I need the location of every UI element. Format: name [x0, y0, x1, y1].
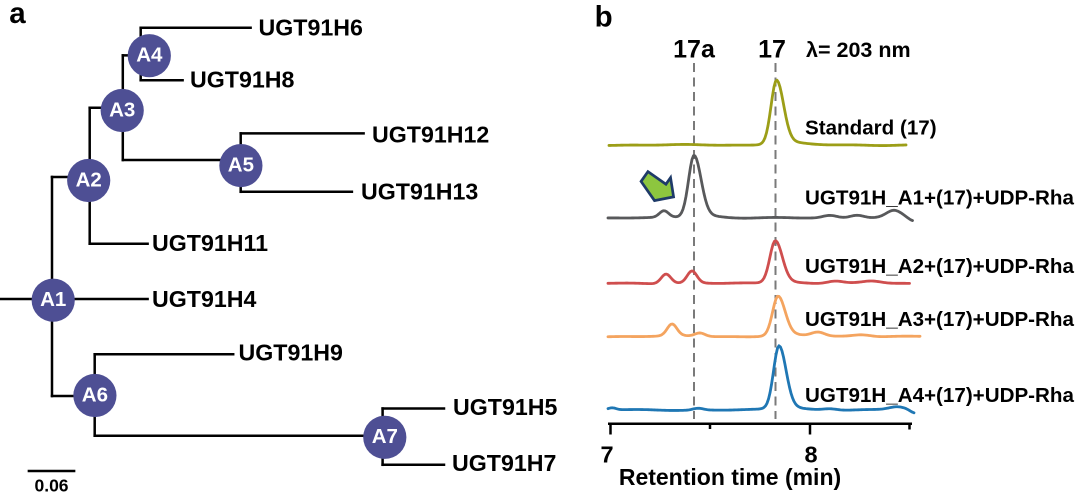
- svg-text:A2: A2: [76, 168, 102, 191]
- svg-text:λ= 203 nm: λ= 203 nm: [806, 38, 911, 62]
- svg-text:0.06: 0.06: [34, 476, 68, 496]
- svg-text:UGT91H4: UGT91H4: [152, 286, 256, 312]
- svg-text:UGT91H_A4+(17)+UDP-Rha: UGT91H_A4+(17)+UDP-Rha: [805, 384, 1074, 407]
- svg-text:A4: A4: [136, 44, 163, 67]
- svg-text:A7: A7: [372, 425, 398, 448]
- svg-text:UGT91H_A3+(17)+UDP-Rha: UGT91H_A3+(17)+UDP-Rha: [805, 308, 1074, 331]
- svg-text:A5: A5: [228, 154, 254, 177]
- svg-text:17: 17: [758, 36, 786, 64]
- svg-text:UGT91H13: UGT91H13: [361, 178, 478, 204]
- svg-text:UGT91H7: UGT91H7: [452, 450, 556, 476]
- svg-text:A6: A6: [82, 383, 108, 406]
- svg-text:UGT91H_A2+(17)+UDP-Rha: UGT91H_A2+(17)+UDP-Rha: [805, 255, 1074, 278]
- svg-text:UGT91H_A1+(17)+UDP-Rha: UGT91H_A1+(17)+UDP-Rha: [805, 186, 1074, 209]
- svg-text:17a: 17a: [673, 36, 716, 64]
- svg-text:Standard (17): Standard (17): [805, 117, 937, 140]
- svg-text:8: 8: [804, 442, 817, 468]
- svg-text:UGT91H11: UGT91H11: [152, 230, 268, 256]
- svg-text:UGT91H5: UGT91H5: [453, 394, 557, 420]
- svg-text:A1: A1: [40, 288, 66, 311]
- svg-text:A3: A3: [109, 98, 135, 121]
- svg-text:a: a: [9, 0, 26, 30]
- svg-text:UGT91H9: UGT91H9: [239, 340, 343, 366]
- svg-text:UGT91H6: UGT91H6: [259, 14, 363, 40]
- svg-text:b: b: [595, 1, 613, 34]
- svg-text:7: 7: [600, 442, 613, 468]
- svg-text:UGT91H12: UGT91H12: [372, 121, 489, 147]
- svg-text:Retention time (min): Retention time (min): [619, 464, 841, 490]
- svg-text:UGT91H8: UGT91H8: [190, 66, 294, 92]
